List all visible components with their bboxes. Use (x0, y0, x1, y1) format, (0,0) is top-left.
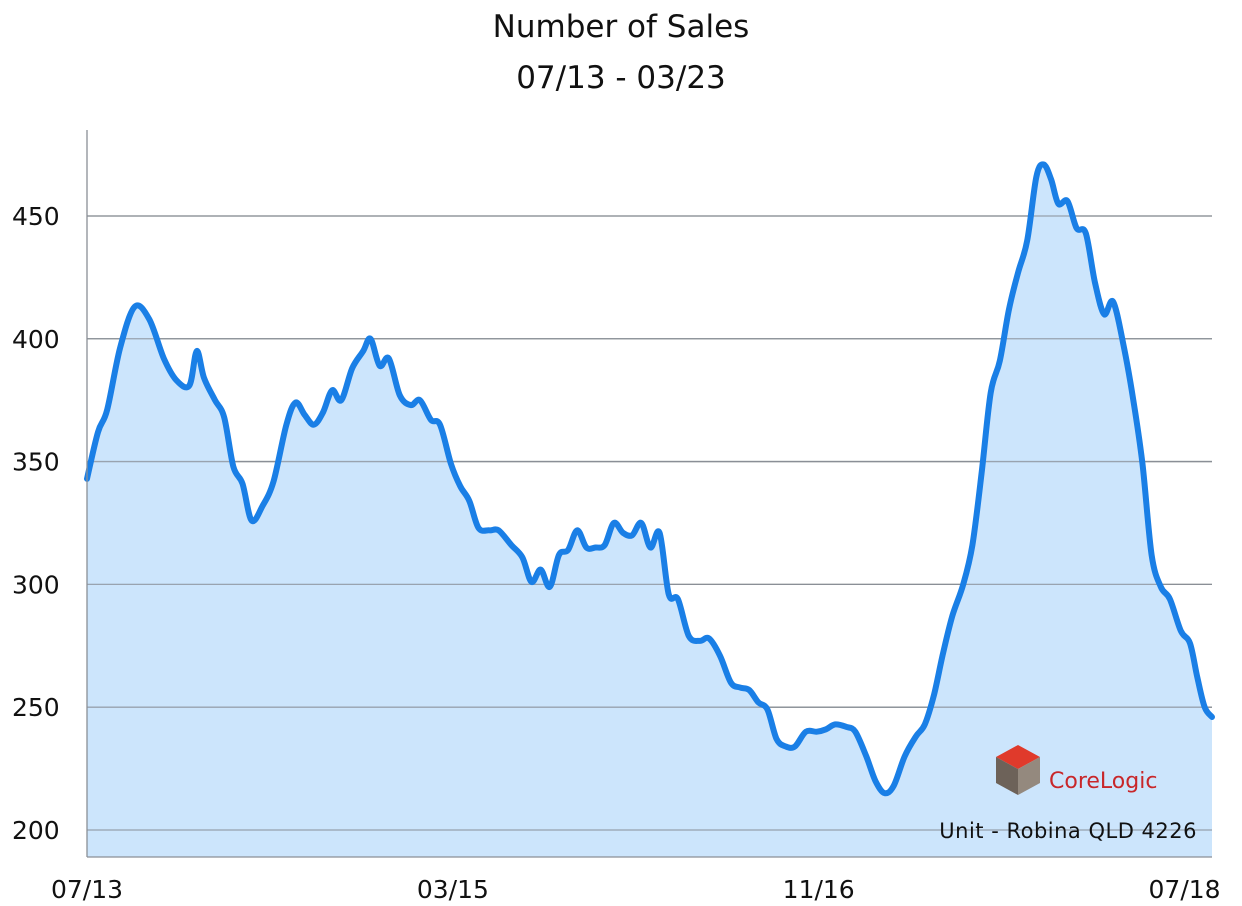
series-area (84, 161, 1215, 857)
y-tick-label: 200 (12, 816, 60, 845)
location-note: Unit - Robina QLD 4226 (939, 819, 1197, 843)
chart-subtitle: 07/13 - 03/23 (516, 60, 726, 96)
corelogic-logo-text: CoreLogic (1049, 769, 1157, 794)
x-tick-label: 11/16 (783, 875, 855, 904)
x-tick-label: 07/18 (1149, 875, 1221, 904)
cube-logo-icon (996, 745, 1040, 795)
y-tick-label: 350 (12, 448, 60, 477)
series-fill (87, 164, 1212, 857)
chart-title: Number of Sales (493, 9, 750, 45)
x-tick-label: 07/13 (51, 875, 123, 904)
y-tick-label: 400 (12, 325, 60, 354)
y-axis-ticks: 200 250 300 350 400 450 (12, 202, 60, 845)
corelogic-logo: CoreLogic (996, 745, 1157, 795)
y-tick-label: 250 (12, 693, 60, 722)
y-tick-label: 450 (12, 202, 60, 231)
x-tick-label: 03/15 (417, 875, 489, 904)
series-line (84, 161, 1215, 797)
axes (86, 130, 1212, 858)
y-tick-label: 300 (12, 570, 60, 599)
